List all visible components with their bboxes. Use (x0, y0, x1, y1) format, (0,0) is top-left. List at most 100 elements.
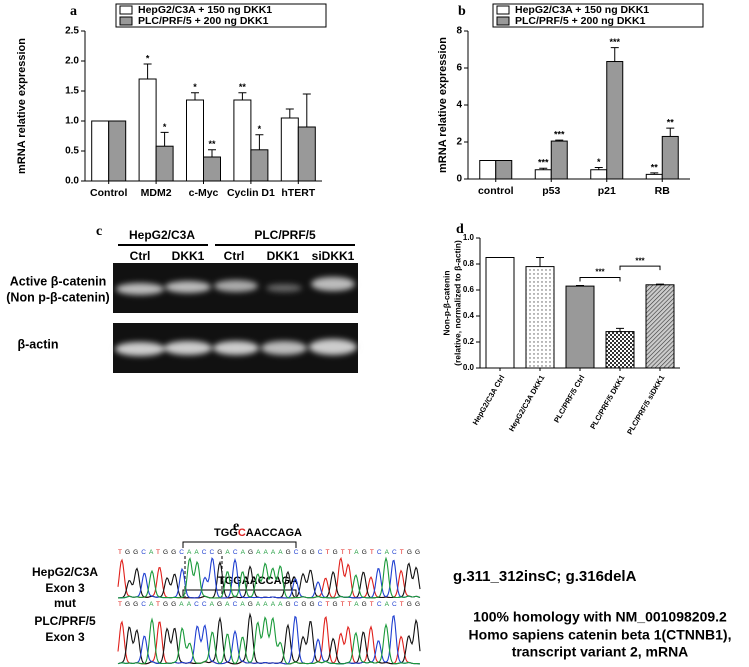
panel-label: d (456, 222, 464, 237)
error-bar (143, 63, 152, 79)
bar (203, 156, 221, 182)
significance-label: * (146, 53, 150, 63)
x-tick-label: PLC/PRF/5 siDKK1 (625, 373, 666, 436)
x-tick-label: PLC/PRF/5 DKK1 (588, 373, 626, 430)
error-bar (191, 92, 199, 100)
row-label: β-actin (18, 337, 59, 351)
chromatogram-trace (117, 615, 421, 665)
y-tick-label: 8 (456, 26, 462, 37)
y-tick-label: 0.2 (463, 337, 475, 346)
row-label: (Non p-β-catenin) (6, 290, 109, 304)
y-tick-label: 1.5 (65, 86, 79, 97)
y-tick-label: 0.6 (463, 285, 475, 294)
sequencing-panel: e TGGCAACCAGA TGG AACCAGA HepG2/C3A Exon … (32, 519, 731, 659)
legend-label: HepG2/C3A + 150 ng DKK1 (515, 4, 649, 16)
result-text: 100% homology with NM_001098209.2 (473, 609, 727, 625)
bar (250, 149, 269, 182)
x-tick-label: PLC/PRF/5 Ctrl (552, 373, 586, 424)
y-tick-label: 0.5 (65, 146, 79, 157)
bar (590, 169, 608, 180)
error-bar (302, 93, 311, 127)
x-tick-label: RB (655, 185, 671, 197)
error-bar (576, 284, 584, 287)
y-tick-label: 1.0 (65, 116, 79, 127)
panel-label: b (458, 4, 466, 19)
error-bar (238, 92, 247, 100)
significance-label: * (258, 124, 262, 134)
comparison-label: *** (635, 256, 645, 265)
lane-label: DKK1 (172, 249, 205, 263)
error-bar (208, 149, 216, 157)
legend-label: PLC/PRF/5 + 200 ng DKK1 (515, 15, 646, 27)
result-text: g.311_312insC; g.316delA (453, 568, 637, 585)
y-tick-label: 2.5 (65, 26, 79, 37)
motif-part: AACCAGA (246, 527, 302, 539)
significance-label: * (163, 122, 167, 132)
bar (479, 160, 497, 180)
error-bar (285, 108, 294, 118)
bar (606, 61, 624, 180)
significance-label: *** (538, 158, 549, 168)
blot-panel: c HepG2/C3A PLC/PRF/5 Ctrl DKK1 Ctrl DKK… (6, 224, 358, 373)
bar (108, 120, 127, 182)
error-bar (160, 131, 169, 147)
error-bar (555, 139, 564, 142)
error-bar (650, 172, 659, 175)
significance-label: ** (667, 118, 675, 128)
x-tick-label: Control (90, 187, 127, 199)
significance-label: ** (651, 162, 659, 172)
bar (565, 285, 595, 369)
significance-label: ** (208, 139, 216, 149)
bar (645, 284, 675, 369)
comparison-bracket (619, 265, 661, 271)
significance-label: *** (609, 37, 620, 47)
significance-label: * (193, 82, 197, 92)
sample-label: HepG2/C3A (32, 565, 98, 579)
sample-label: Exon 3 (45, 581, 85, 595)
motif-bracket (182, 541, 297, 548)
lane-label: DKK1 (267, 249, 300, 263)
sample-label: Exon 3 (45, 630, 85, 644)
group-label: PLC/PRF/5 (254, 228, 316, 242)
motif-insertion: C (238, 527, 246, 539)
bar (550, 140, 568, 180)
significance-label: * (597, 157, 601, 167)
panel-label: a (70, 4, 77, 19)
legend-box (492, 3, 704, 28)
bar (534, 169, 552, 180)
y-tick-label: 2.0 (65, 56, 79, 67)
chromatogram-trace (118, 556, 421, 599)
significance-label: ** (239, 82, 247, 92)
y-tick-label: 2 (456, 137, 462, 148)
y-tick-label: 0.0 (463, 363, 475, 372)
y-tick-label: 1.0 (463, 233, 475, 242)
y-tick-label: 0 (456, 174, 462, 185)
y-axis-label: mRNA relative expression (437, 37, 449, 173)
significance-label: *** (554, 130, 565, 140)
motif: TGGCAACCAGA (214, 527, 302, 539)
bar (155, 145, 174, 182)
bar (138, 78, 157, 182)
legend-swatch (119, 5, 133, 15)
y-tick-label: 0.8 (463, 259, 475, 268)
y-axis-label: mRNA relative expression (16, 38, 28, 174)
y-tick-label: 0.0 (65, 176, 79, 187)
x-tick-label: Cyclin D1 (227, 187, 275, 199)
x-tick-label: c-Myc (189, 187, 219, 199)
error-bar (594, 167, 603, 170)
y-tick-label: 4 (456, 100, 462, 111)
bar (233, 99, 252, 182)
bar (605, 331, 635, 369)
bar (495, 160, 513, 180)
result-text: Homo sapiens catenin beta 1(CTNNB1), (469, 627, 732, 643)
legend-label: PLC/PRF/5 + 200 ng DKK1 (138, 15, 269, 27)
x-tick-label: HepG2/C3A DKK1 (507, 373, 547, 432)
y-axis-label: (relative, normalized to β-actin) (452, 240, 462, 366)
sample-label: mut (54, 596, 76, 610)
legend-label: HepG2/C3A + 150 ng DKK1 (138, 4, 272, 16)
error-bar (656, 283, 664, 285)
